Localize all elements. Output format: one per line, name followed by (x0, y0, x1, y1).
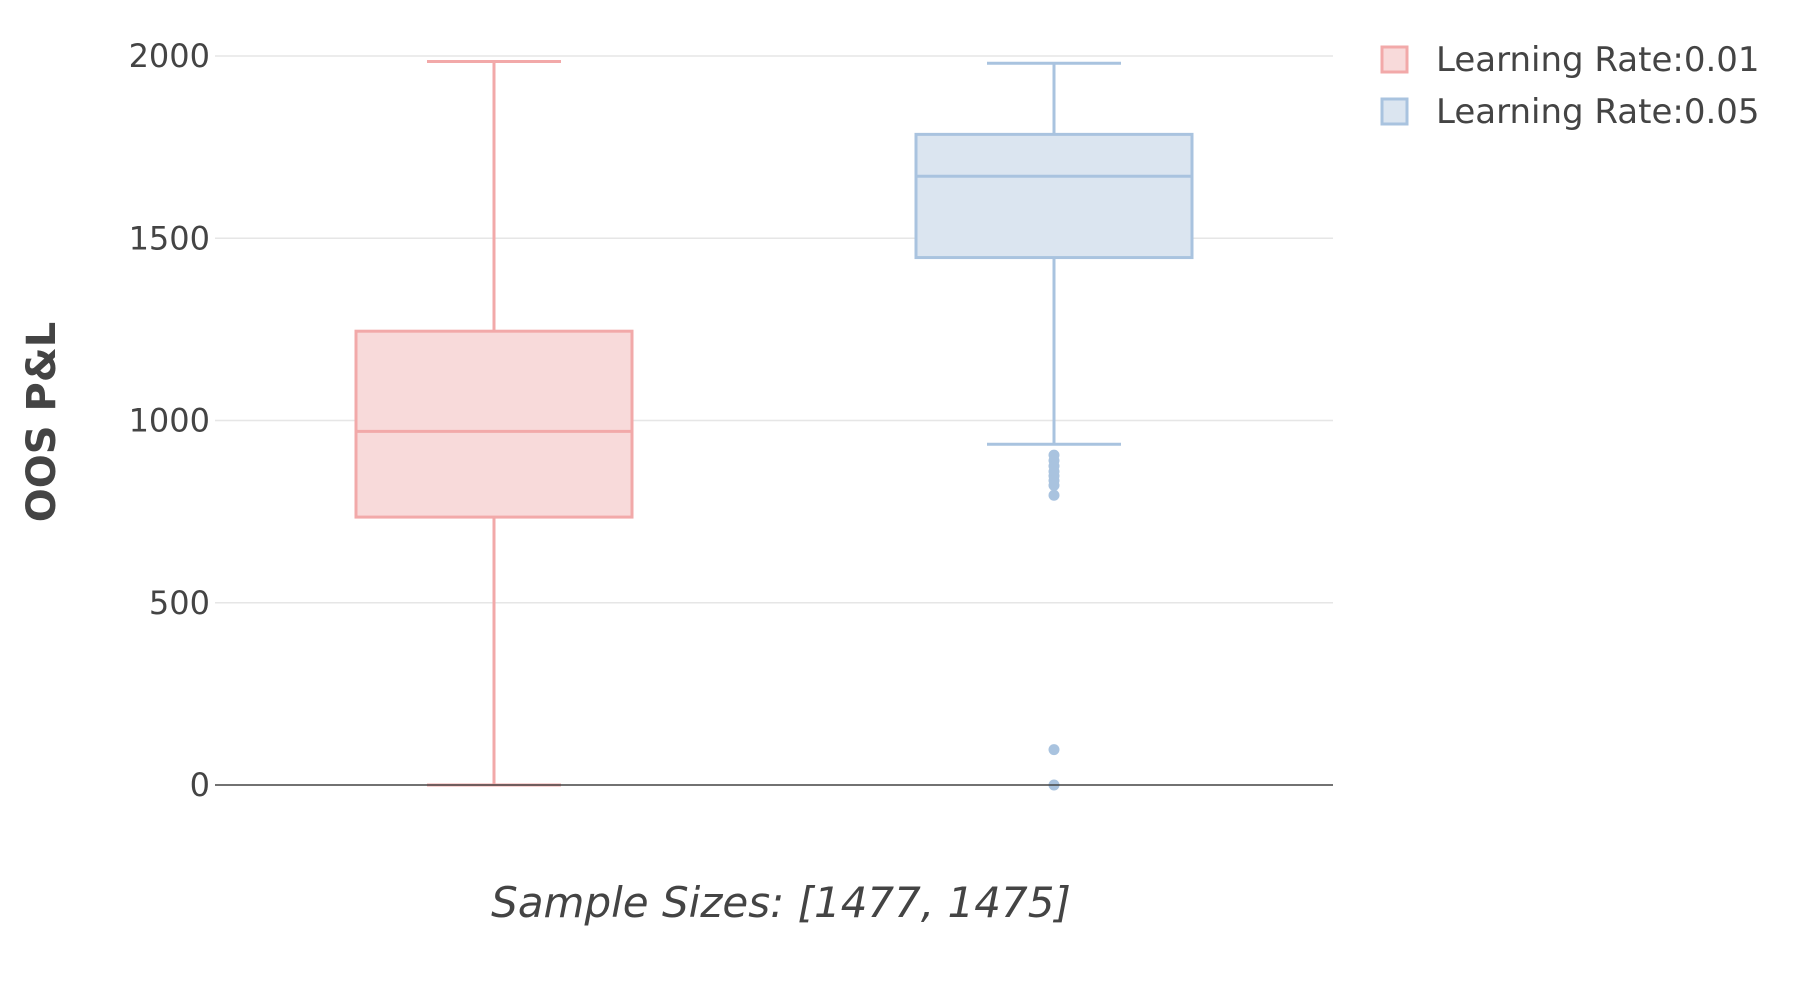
outlier-point (1048, 744, 1060, 756)
y-tick-label: 0 (190, 766, 210, 804)
y-tick-label: 1000 (129, 402, 210, 440)
legend-swatch (1380, 97, 1409, 126)
legend-label: Learning Rate:0.05 (1436, 92, 1760, 132)
box-1 (354, 59, 634, 787)
outlier-point (1048, 479, 1060, 491)
y-tick-label: 1500 (129, 219, 210, 257)
legend-label: Learning Rate:0.01 (1436, 40, 1760, 80)
y-axis-label: OOS P&L (19, 322, 65, 522)
legend-swatch (1380, 45, 1409, 74)
box-2 (914, 61, 1194, 791)
iqr-box (354, 329, 634, 519)
y-tick-labels: 0 500 1000 1500 2000 (129, 37, 210, 804)
x-axis-label: Sample Sizes: [1477, 1475] (491, 878, 1071, 927)
y-tick-label: 500 (149, 584, 210, 622)
box-series (354, 59, 1194, 791)
iqr-box (914, 132, 1194, 260)
y-tick-label: 2000 (129, 37, 210, 75)
outlier-point (1048, 489, 1060, 501)
legend: Learning Rate:0.01 Learning Rate:0.05 (1380, 40, 1760, 132)
